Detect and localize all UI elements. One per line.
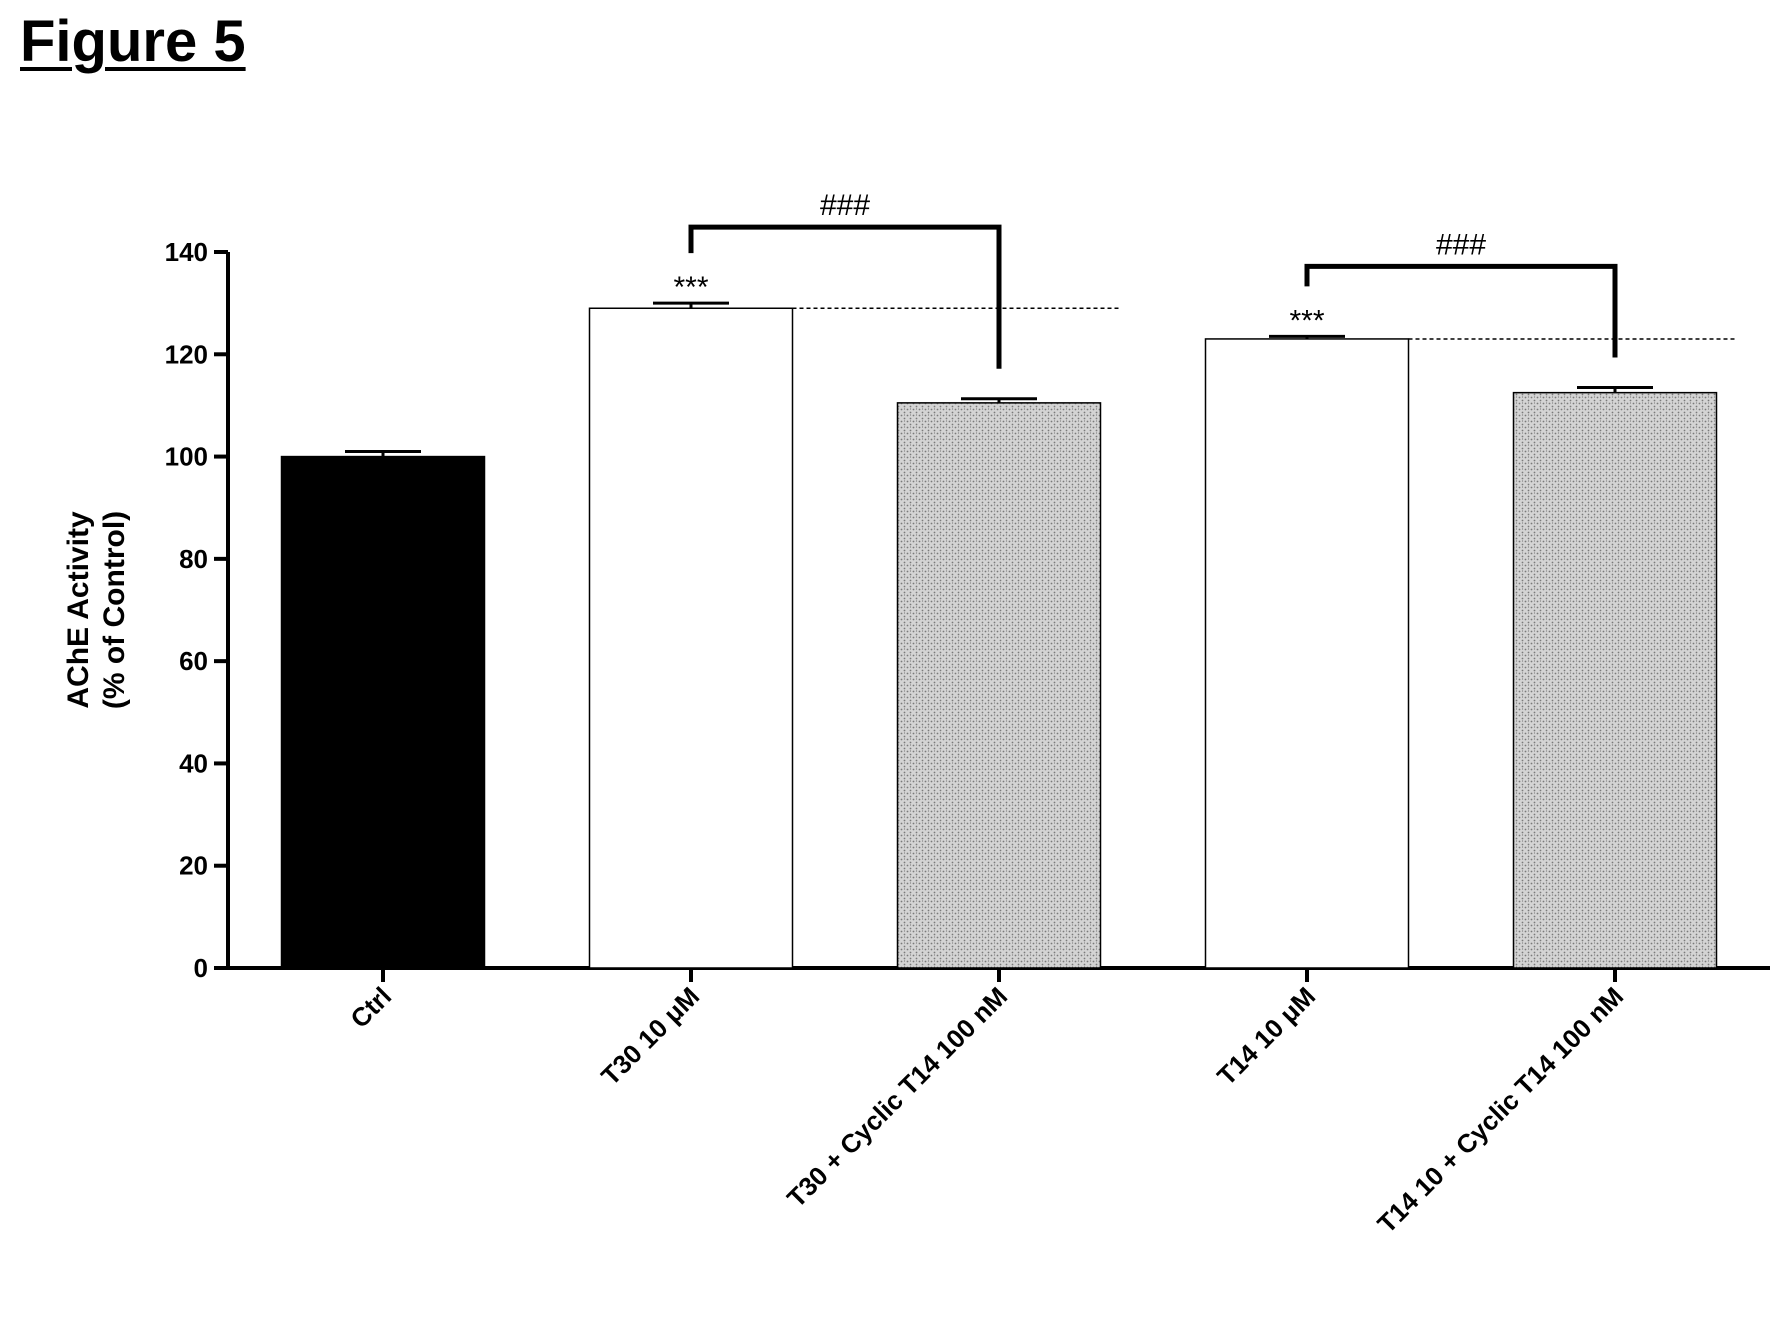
bar (1512, 391, 1718, 969)
y-tick-label: 120 (165, 339, 208, 369)
bar (896, 402, 1102, 969)
bracket-label: ### (820, 189, 870, 222)
y-tick-label: 0 (194, 953, 208, 983)
significance-asterisks: *** (673, 271, 708, 304)
y-tick-label: 20 (179, 851, 208, 881)
bar (280, 455, 486, 969)
y-tick-label: 140 (165, 237, 208, 267)
y-tick-label: 60 (179, 646, 208, 676)
y-axis-title-line2: (% of Control) (98, 511, 131, 709)
x-tick-label: T30 + Cyclic T14 100 nM (781, 981, 1013, 1213)
x-tick-label: Ctrl (344, 981, 397, 1034)
significance-bracket (688, 224, 1002, 369)
y-tick-label: 80 (179, 544, 208, 574)
figure-title: Figure 5 (20, 9, 246, 74)
y-tick-label: 100 (165, 442, 208, 472)
x-tick-label: T14 10 μM (1211, 981, 1321, 1091)
x-tick-label: T30 10 μM (595, 981, 705, 1091)
bracket-label: ### (1436, 228, 1486, 261)
bar (588, 307, 794, 969)
x-tick-label: T14 10 + Cyclic T14 100 nM (1371, 981, 1629, 1239)
significance-bracket (1304, 263, 1618, 358)
bar (1204, 338, 1410, 969)
y-axis-title: AChE Activity (62, 511, 95, 709)
y-tick-label: 40 (179, 748, 208, 778)
significance-asterisks: *** (1289, 304, 1324, 337)
